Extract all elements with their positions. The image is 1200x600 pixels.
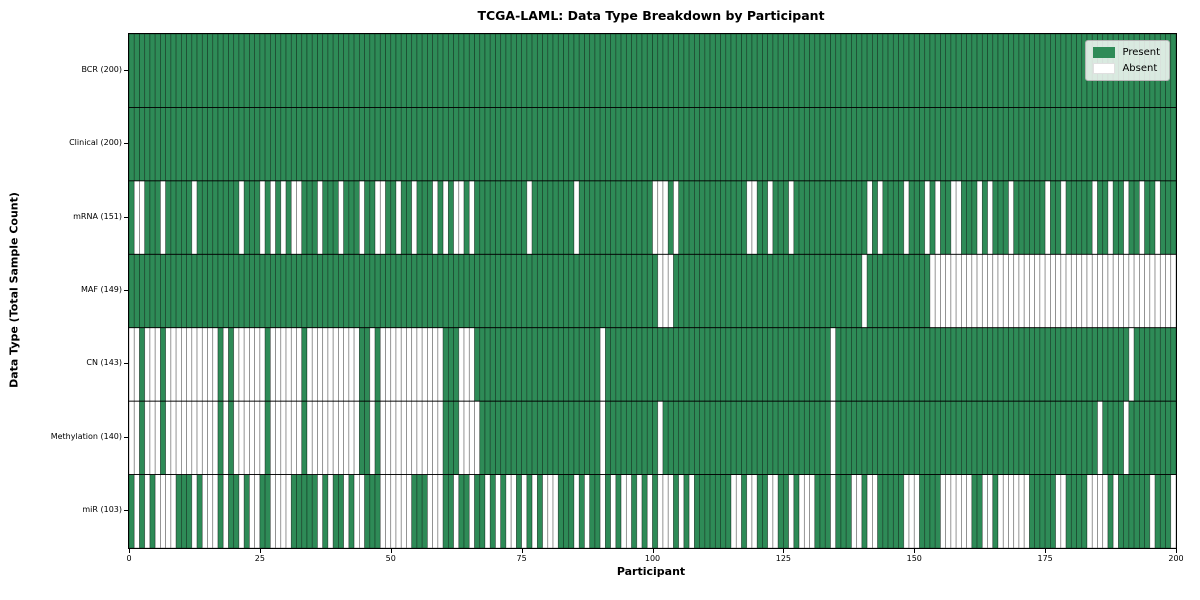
legend-absent-label: Absent [1122, 63, 1158, 74]
x-tick-mark [390, 549, 392, 553]
legend-present-label: Present [1122, 47, 1160, 58]
y-tick-mark [124, 143, 128, 145]
x-tick-mark [783, 549, 785, 553]
y-tick-label: CN (143) [86, 358, 122, 368]
chart-title: TCGA-LAML: Data Type Breakdown by Partic… [477, 8, 825, 23]
x-tick-mark [521, 549, 523, 553]
x-tick-label: 125 [775, 554, 792, 563]
y-tick-mark [124, 363, 128, 365]
y-tick-mark [124, 69, 128, 71]
legend: Present Absent [1085, 40, 1170, 81]
x-tick-mark [914, 549, 916, 553]
x-tick-label: 100 [644, 554, 661, 563]
y-tick-mark [124, 216, 128, 218]
y-tick-label: BCR (200) [81, 64, 122, 74]
y-tick-mark [124, 290, 128, 291]
heatmap-svg [129, 34, 1176, 548]
y-tick-label: MAF (149) [80, 285, 122, 294]
plot-area: Present Absent [128, 33, 1177, 549]
legend-item-absent: Absent [1093, 63, 1160, 74]
x-tick-label: 25 [254, 554, 265, 563]
x-tick-label: 75 [516, 554, 527, 563]
absent-swatch-icon [1093, 63, 1116, 74]
y-tick-label: mRNA (151) [73, 211, 122, 221]
present-swatch-icon [1093, 47, 1116, 58]
y-tick-mark [124, 510, 128, 512]
y-tick-mark [124, 436, 128, 438]
y-tick-label: miR (103) [82, 505, 122, 515]
x-tick-label: 175 [1037, 554, 1053, 563]
y-tick-label: Clinical (200) [69, 138, 122, 148]
x-tick-mark [1045, 549, 1047, 553]
x-axis-label: Participant [616, 565, 686, 578]
x-tick-mark [129, 549, 130, 553]
x-tick-label: 200 [1168, 554, 1184, 563]
x-tick-mark [259, 549, 261, 553]
x-tick-label: 50 [385, 554, 396, 563]
x-tick-label: 0 [126, 554, 132, 563]
legend-item-present: Present [1093, 47, 1160, 58]
x-tick-mark [652, 549, 654, 553]
y-tick-label: Methylation (140) [50, 431, 122, 441]
x-tick-label: 150 [906, 554, 922, 563]
x-tick-mark [1176, 549, 1177, 553]
